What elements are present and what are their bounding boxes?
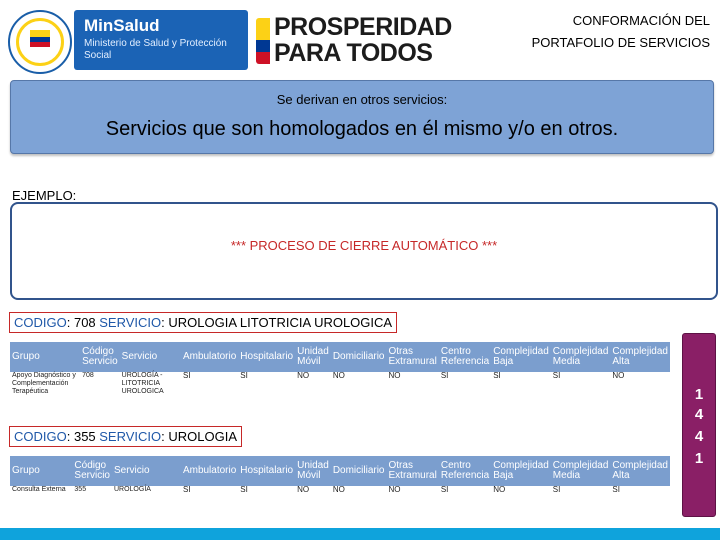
example-1-table: Grupo Código Servicio Servicio Ambulator…	[10, 342, 670, 402]
servicio-label: SERVICIO	[99, 429, 162, 444]
cell-codigo: 708	[80, 372, 120, 402]
slide-number-digit: 1	[694, 386, 704, 403]
cell-hospitalario: SI	[238, 486, 296, 516]
cierre-box	[10, 202, 718, 300]
cell-centro-referencia: SI	[438, 372, 492, 402]
col-header: Grupo	[10, 342, 81, 372]
cell-otras-extramural: NO	[386, 486, 439, 516]
col-header: Otras Extramural	[386, 342, 439, 372]
table-header-row: Grupo Código Servicio Servicio Ambulator…	[10, 342, 670, 372]
ministry-subtitle: Ministerio de Salud y Protección Social	[84, 38, 227, 61]
slide-number-digit: 4	[694, 428, 704, 445]
col-header: Código Servicio	[72, 456, 112, 486]
cell-complejidad-alta: SI	[610, 486, 670, 516]
cell-servicio: UROLOGÍA	[111, 486, 181, 516]
codigo-label: CODIGO	[14, 315, 67, 330]
ministry-name: MinSalud	[84, 16, 160, 35]
seal-flag-blue	[30, 37, 50, 42]
cell-complejidad-baja: SI	[491, 372, 551, 402]
col-header: Domiciliario	[330, 456, 387, 486]
table-row: Apoyo Diagnóstico y Complementación Tera…	[10, 372, 670, 402]
codigo-value: : 355	[66, 429, 100, 444]
cell-domiciliario: NO	[330, 372, 387, 402]
col-header: Grupo	[10, 456, 73, 486]
col-header: Centro Referencia	[438, 456, 492, 486]
example-2-table: Grupo Código Servicio Servicio Ambulator…	[10, 456, 670, 516]
seal-flag-yellow	[30, 30, 50, 37]
seal-ring	[16, 18, 64, 66]
cell-complejidad-media: SI	[550, 372, 611, 402]
example-1-code-label: CODIGO: 708 SERVICIO: UROLOGIA LITOTRICI…	[9, 312, 398, 333]
col-header: Otras Extramural	[386, 456, 439, 486]
codigo-value: : 708	[66, 315, 100, 330]
cell-ambulatorio: SI	[180, 372, 239, 402]
col-header: Complejidad Baja	[491, 456, 551, 486]
col-header: Complejidad Alta	[610, 456, 670, 486]
col-header: Complejidad Alta	[610, 342, 670, 372]
cell-domiciliario: NO	[330, 486, 387, 516]
servicio-value: : UROLOGIA LITOTRICIA UROLOGICA	[161, 315, 393, 330]
flag-stripe-red	[256, 52, 270, 64]
codigo-label: CODIGO	[14, 429, 67, 444]
slide-number-digit: 1	[694, 450, 704, 467]
cell-otras-extramural: NO	[386, 372, 439, 402]
col-header: Domiciliario	[330, 342, 387, 372]
col-header: Complejidad Media	[550, 342, 611, 372]
col-header: Servicio	[111, 456, 181, 486]
table-header-row: Grupo Código Servicio Servicio Ambulator…	[10, 456, 670, 486]
banner-subtitle: Se derivan en otros servicios:	[276, 92, 448, 107]
col-header: Ambulatorio	[180, 456, 239, 486]
col-header: Unidad Móvil	[295, 342, 331, 372]
cell-unidad-movil: NO	[295, 372, 331, 402]
slogan-line-2: PARA TODOS	[274, 39, 433, 67]
flag-stripe-blue	[256, 40, 270, 52]
cell-complejidad-alta: NO	[610, 372, 670, 402]
slogan-line-1: PROSPERIDAD	[274, 13, 452, 41]
cell-servicio: UROLOGÍA - LITOTRICIA UROLOGICA	[119, 372, 181, 402]
cell-centro-referencia: SI	[438, 486, 492, 516]
slide-number-box	[682, 333, 716, 517]
cell-unidad-movil: NO	[295, 486, 331, 516]
page-title-line-2: PORTAFOLIO DE SERVICIOS	[531, 35, 710, 50]
prosperidad-logo: PROSPERIDAD PARA TODOS	[274, 14, 452, 66]
col-header: Servicio	[119, 342, 181, 372]
flag-stripe-yellow	[256, 18, 270, 40]
col-header: Unidad Móvil	[295, 456, 331, 486]
footer-bar	[0, 528, 720, 540]
example-2-code-label: CODIGO: 355 SERVICIO: UROLOGIA	[9, 426, 243, 447]
col-header: Hospitalario	[238, 456, 296, 486]
cell-complejidad-baja: NO	[491, 486, 551, 516]
cell-grupo: Apoyo Diagnóstico y Complementación Tera…	[10, 372, 81, 402]
col-header: Complejidad Media	[550, 456, 611, 486]
ejemplo-label: EJEMPLO:	[12, 188, 77, 203]
cell-ambulatorio: SI	[180, 486, 239, 516]
servicio-value: : UROLOGIA	[161, 429, 238, 444]
col-header: Centro Referencia	[438, 342, 492, 372]
cell-codigo: 355	[72, 486, 112, 516]
page-title: CONFORMACIÓN DEL PORTAFOLIO DE SERVICIOS	[460, 10, 710, 54]
servicio-label: SERVICIO	[99, 315, 162, 330]
col-header: Hospitalario	[238, 342, 296, 372]
seal-flag-red	[30, 42, 50, 47]
banner-title: Servicios que son homologados en él mism…	[105, 118, 619, 140]
col-header: Ambulatorio	[180, 342, 239, 372]
cell-grupo: Consulta Externa	[10, 486, 73, 516]
page-title-line-1: CONFORMACIÓN DEL	[572, 13, 710, 28]
cierre-text: *** PROCESO DE CIERRE AUTOMÁTICO ***	[230, 238, 498, 253]
slide-number-digit: 4	[694, 406, 704, 423]
cell-hospitalario: SI	[238, 372, 296, 402]
col-header: Complejidad Baja	[491, 342, 551, 372]
table-row: Consulta Externa 355 UROLOGÍA SI SI NO N…	[10, 486, 670, 516]
banner-box	[10, 80, 714, 154]
minsalud-logo	[74, 10, 248, 70]
col-header: Código Servicio	[80, 342, 120, 372]
cell-complejidad-media: SI	[550, 486, 611, 516]
